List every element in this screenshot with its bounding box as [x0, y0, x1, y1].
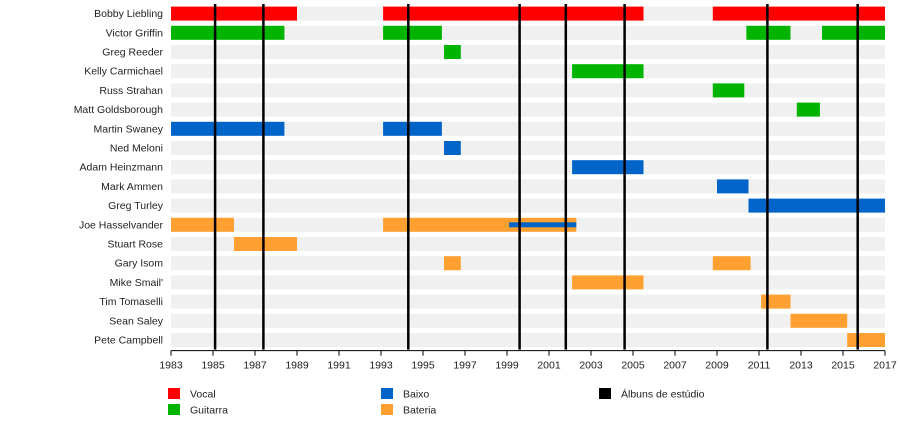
x-tick-label: 1993: [369, 360, 393, 372]
membership-bar-bateria: [234, 237, 297, 251]
member-label: Mark Ammen: [101, 181, 163, 193]
membership-bar-bateria: [712, 256, 751, 271]
legend-label-bateria: Bateria: [403, 405, 436, 417]
member-label: Tim Tomaselli: [99, 296, 163, 308]
legend-swatch-baixo: [381, 388, 393, 399]
row-background: [171, 25, 885, 40]
x-tick-label: 2003: [579, 360, 603, 372]
x-tick-label: 2007: [663, 360, 687, 372]
membership-bar-bateria: [761, 294, 791, 309]
legend-swatch-guitarra: [168, 404, 180, 415]
legend-swatch-vocal: [168, 388, 180, 399]
membership-bar-vocal: [383, 6, 644, 21]
row-background: [171, 313, 885, 328]
membership-bar-guitarra: [712, 83, 745, 98]
membership-bar-baixo: [444, 141, 461, 155]
membership-bar-bateria: [444, 256, 461, 271]
membership-bar-guitarra: [822, 25, 885, 40]
member-label: Matt Goldsborough: [74, 104, 163, 116]
membership-bar-baixo: [717, 179, 749, 194]
album-lines: [213, 4, 859, 350]
x-tick-label: 1983: [159, 360, 183, 372]
x-tick-label: 1989: [285, 360, 309, 372]
x-tick-label: 1987: [243, 360, 267, 372]
membership-bar-guitarra: [171, 25, 285, 40]
membership-bar-bateria: [171, 217, 234, 232]
row-background: [171, 179, 885, 194]
x-tick-label: 1999: [495, 360, 519, 372]
row-background: [171, 45, 885, 59]
x-tick-label: 2011: [748, 360, 771, 372]
x-tick-label: 2001: [537, 360, 561, 372]
row-background: [171, 160, 885, 175]
membership-bar-guitarra: [572, 64, 644, 79]
membership-bar-baixo: [748, 198, 885, 213]
x-tick-label: 1985: [201, 360, 225, 372]
row-background: [171, 256, 885, 271]
x-tick-label: 1995: [411, 360, 435, 372]
membership-bar-vocal: [171, 6, 297, 21]
membership-bar-bateria: [383, 217, 577, 232]
x-tick-label: 2015: [831, 360, 855, 372]
legend-label-baixo: Baixo: [403, 389, 429, 401]
member-label: Ned Meloni: [110, 143, 163, 155]
row-background: [171, 237, 885, 251]
legend-label-albuns: Álbuns de estúdio: [621, 388, 705, 401]
membership-bar-bateria: [572, 275, 644, 290]
member-rows: Bobby Liebling Victor Griffin Greg Reeder K…: [74, 6, 885, 347]
membership-bar-baixo: [509, 222, 577, 228]
x-tick-label: 2009: [705, 360, 729, 372]
member-label: Stuart Rose: [108, 239, 164, 251]
member-label: Victor Griffin: [106, 27, 164, 39]
member-label: Greg Reeder: [102, 47, 163, 59]
member-label: Adam Heinzmann: [80, 162, 164, 174]
x-tick-label: 2017: [873, 360, 897, 372]
member-label: Pete Campbell: [94, 335, 163, 347]
legend-label-vocal: Vocal: [190, 389, 216, 401]
legend: Vocal Guitarra Baixo Bateria Álbuns de estúd…: [168, 388, 705, 417]
membership-bar-vocal: [712, 6, 885, 21]
legend-swatch-bateria: [381, 404, 393, 415]
legend-swatch-albuns: [599, 388, 611, 399]
row-background: [171, 121, 885, 136]
row-background: [171, 64, 885, 79]
row-background: [171, 333, 885, 347]
member-label: Greg Turley: [108, 200, 164, 212]
x-tick-label: 2005: [621, 360, 645, 372]
x-axis: 1983 1985 1987 1989 1991 1993 1995 1997 1999 2001…: [159, 350, 897, 372]
member-label: Bobby Liebling: [94, 8, 163, 20]
row-background: [171, 83, 885, 98]
row-background: [171, 198, 885, 213]
row-background: [171, 294, 885, 309]
membership-bar-guitarra: [444, 45, 461, 59]
x-tick-label: 1997: [453, 360, 477, 372]
member-label: Gary Isom: [115, 258, 164, 270]
row-background: [171, 102, 885, 117]
membership-bar-guitarra: [383, 25, 442, 40]
member-label: Kelly Carmichael: [84, 66, 163, 78]
row-background: [171, 141, 885, 155]
membership-bar-baixo: [572, 160, 644, 175]
member-label: Russ Strahan: [99, 85, 163, 97]
member-label: Martin Swaney: [94, 123, 164, 135]
membership-bar-baixo: [383, 121, 442, 136]
membership-bar-baixo: [171, 121, 285, 136]
member-label: Sean Saley: [109, 315, 163, 327]
x-tick-label: 1991: [327, 360, 351, 372]
member-label: Joe Hasselvander: [79, 219, 164, 231]
membership-bar-guitarra: [796, 102, 820, 117]
legend-label-guitarra: Guitarra: [190, 405, 228, 417]
membership-bar-bateria: [790, 313, 848, 328]
row-background: [171, 275, 885, 290]
membership-bar-bateria: [847, 333, 885, 347]
x-tick-label: 2013: [789, 360, 813, 372]
member-label: Mike Smail': [110, 277, 163, 289]
